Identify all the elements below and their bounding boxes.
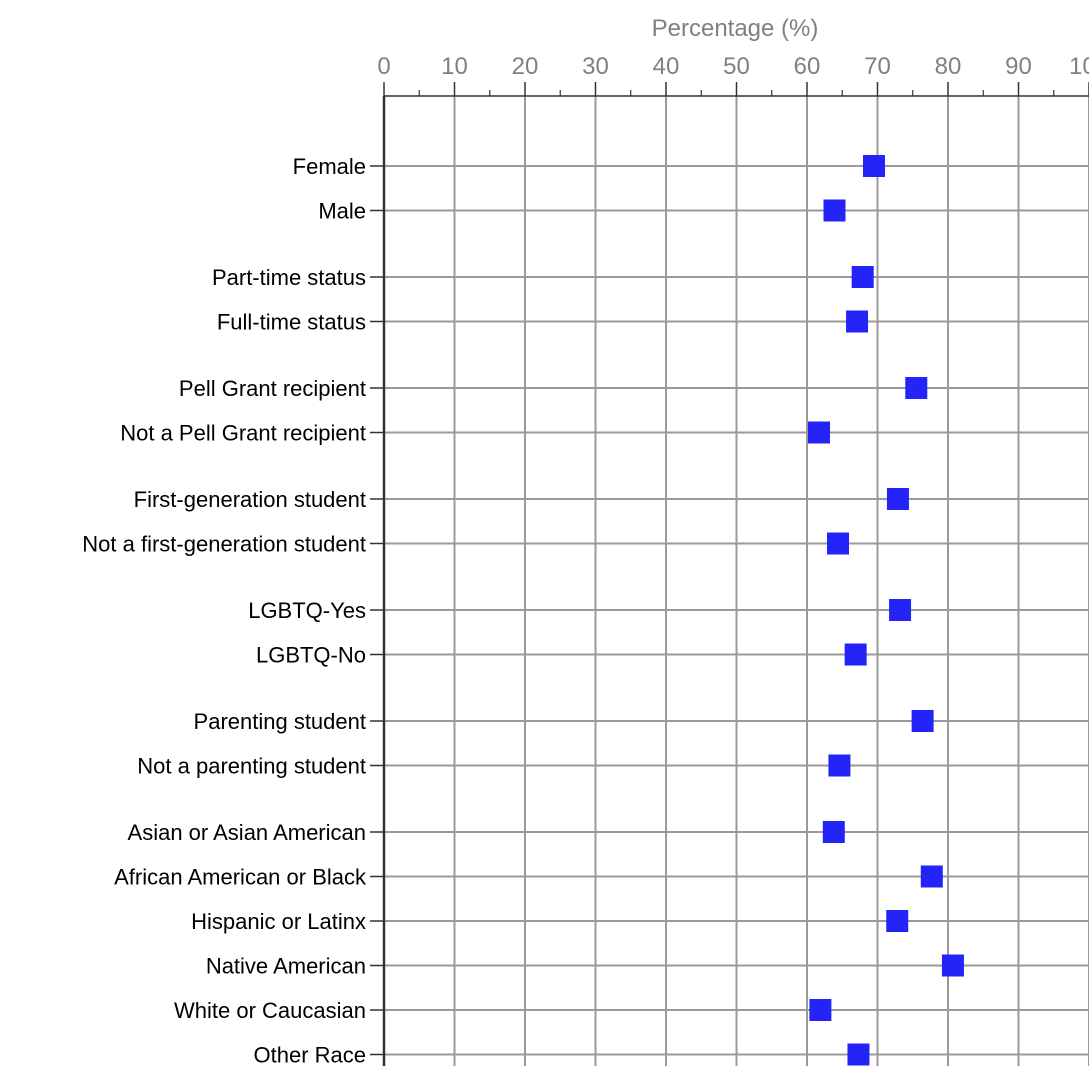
category-label: Full-time status [217, 310, 366, 335]
x-axis-title: Percentage (%) [652, 15, 819, 42]
data-marker [911, 710, 934, 732]
data-marker [827, 532, 850, 555]
x-tick-label: 30 [582, 53, 609, 80]
data-marker [822, 821, 845, 843]
category-label: Pell Grant recipient [179, 376, 366, 401]
category-label: Asian or Asian American [128, 820, 366, 845]
category-label: LGBTQ-No [256, 643, 366, 668]
x-tick-label: 60 [794, 53, 821, 80]
y-axis-ticks [370, 165, 384, 1056]
data-marker [851, 266, 874, 288]
category-label: Female [293, 154, 366, 179]
x-tick-label: 20 [512, 53, 539, 80]
category-label: Parenting student [194, 709, 366, 734]
category-label: First-generation student [134, 487, 366, 512]
x-axis-tick-labels: 0 10 20 30 40 50 60 70 80 90 100 [377, 53, 1089, 80]
x-tick-label: 50 [723, 53, 750, 80]
category-label: Part-time status [212, 265, 366, 290]
x-tick-label: 90 [1005, 53, 1032, 80]
data-marker [823, 199, 846, 222]
category-label: Not a parenting student [137, 754, 366, 779]
category-label: Male [318, 199, 366, 224]
data-marker [847, 1043, 870, 1066]
data-marker [828, 754, 851, 777]
category-label: Hispanic or Latinx [191, 909, 366, 934]
category-label: Native American [206, 954, 366, 979]
category-label: LGBTQ-Yes [248, 598, 366, 623]
data-marker [862, 155, 885, 177]
data-marker [809, 999, 832, 1021]
category-labels: Female Male Part-time status Full-time stat… [82, 154, 367, 1066]
data-markers [807, 155, 964, 1066]
x-tick-label: 80 [935, 53, 962, 80]
data-marker [905, 377, 928, 399]
data-marker [846, 310, 869, 333]
data-marker [920, 865, 943, 888]
x-tick-label: 10 [441, 53, 468, 80]
data-marker [844, 643, 867, 666]
x-tick-label: 70 [864, 53, 891, 80]
x-tick-label: 100 [1069, 53, 1089, 80]
data-marker [889, 599, 912, 621]
category-label: African American or Black [114, 865, 367, 890]
gridlines [384, 96, 1089, 1066]
x-axis-ticks [382, 82, 1089, 1066]
data-marker [941, 954, 964, 977]
x-tick-label: 0 [377, 53, 390, 80]
x-tick-label: 40 [653, 53, 680, 80]
category-label: White or Caucasian [174, 998, 366, 1023]
category-label: Other Race [254, 1043, 367, 1066]
data-marker [807, 421, 830, 444]
category-label: Not a first-generation student [82, 532, 366, 557]
data-marker [886, 488, 909, 510]
data-marker [886, 910, 909, 932]
category-label: Not a Pell Grant recipient [120, 421, 366, 446]
